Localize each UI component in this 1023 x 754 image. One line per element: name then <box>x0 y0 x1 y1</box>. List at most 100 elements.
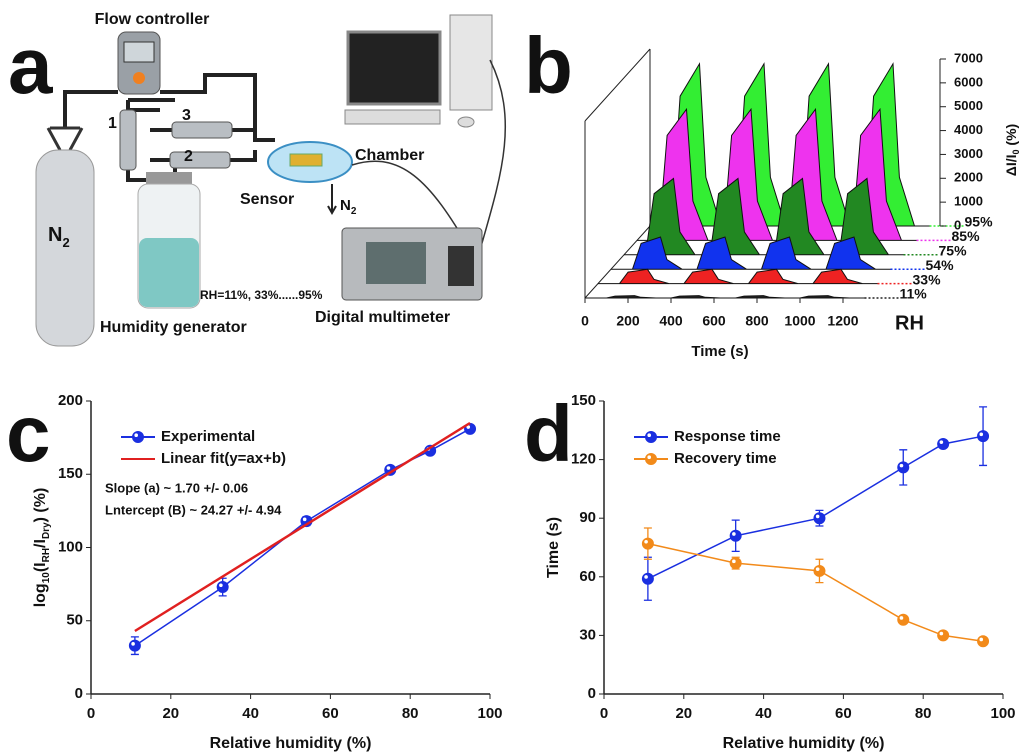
y-tick-label: 120 <box>571 451 596 468</box>
x-tick-label: 0 <box>600 705 608 722</box>
marker-highlight <box>386 466 391 470</box>
y-axis-label-part: Dry <box>41 522 52 539</box>
marker-highlight <box>644 575 648 579</box>
legend-label: 11% <box>900 286 928 302</box>
flow-controller-display <box>123 41 155 63</box>
valve <box>171 121 233 139</box>
marker <box>645 453 657 465</box>
flow-controller-knob <box>133 72 145 84</box>
y-axis-label: ΔI/I0 (%) <box>1003 124 1022 176</box>
x-tick-label: 80 <box>402 705 419 722</box>
marker-highlight <box>979 432 984 437</box>
panel-label: b <box>524 21 573 110</box>
diagram-label-part: N <box>340 197 351 214</box>
marker-highlight <box>644 539 648 544</box>
response-area <box>598 268 878 285</box>
y-axis-label: log10(IRH/IDry) (%) <box>32 488 52 608</box>
legend-label: Response time <box>674 428 781 445</box>
y-axis-label-part: 10 <box>41 572 52 584</box>
x-tick-label: 80 <box>915 705 932 722</box>
marker-highlight <box>302 517 307 522</box>
y-tick-label: 5000 <box>954 98 983 113</box>
legend-label: 75% <box>939 243 968 259</box>
panel-label: d <box>524 389 573 478</box>
marker <box>977 430 990 443</box>
marker <box>897 461 910 474</box>
diagram-label: N2 <box>48 224 70 250</box>
x-axis-label: Time (s) <box>691 343 748 360</box>
y-axis-label-part: /I <box>32 539 49 548</box>
panel-label: c <box>6 389 51 478</box>
x-axis-label: Relative humidity (%) <box>723 735 885 752</box>
mouse <box>457 116 475 128</box>
panel-label: a <box>8 21 53 110</box>
y-tick-label: 30 <box>579 626 596 643</box>
depth-label: RH <box>895 312 924 334</box>
legend-label: 54% <box>926 257 955 273</box>
x-tick-label: 0 <box>87 705 95 722</box>
multimeter-screen <box>366 242 426 284</box>
diagram-label: 1 <box>108 115 117 132</box>
annotation: Slope (a) ~ 1.70 +/- 0.06 <box>105 480 248 495</box>
diagram-label-part: 2 <box>351 206 357 217</box>
bottle-lid <box>146 172 192 184</box>
marker-highlight <box>815 514 820 519</box>
marker-highlight <box>134 433 138 438</box>
y-tick-label: 60 <box>579 568 596 585</box>
monitor <box>346 30 442 106</box>
y-tick-label: 6000 <box>954 74 983 89</box>
marker <box>729 557 742 570</box>
diagram-label-part: N <box>48 224 62 246</box>
x-tick-label: 1000 <box>784 313 815 329</box>
y-tick-label: 90 <box>579 509 596 526</box>
marker <box>641 537 654 550</box>
marker-highlight <box>939 631 944 636</box>
flow-controller-body <box>117 31 161 95</box>
diagram-label: Digital multimeter <box>315 309 450 326</box>
outlet-arrow <box>327 184 337 216</box>
series-line <box>647 542 984 643</box>
marker <box>813 564 826 577</box>
diagram-label: RH=11%, 33%......95% <box>200 288 323 302</box>
series-line <box>647 435 984 580</box>
diagram-label: N2 <box>340 197 357 217</box>
y-tick-label: 0 <box>954 217 961 232</box>
pipe <box>63 90 118 128</box>
x-tick-label: 20 <box>162 705 179 722</box>
y-tick-label: 0 <box>75 685 83 702</box>
y-tick-label: 3000 <box>954 146 983 161</box>
y-tick-label: 100 <box>58 538 83 555</box>
diagram-label-part: 2 <box>62 235 69 250</box>
y-axis-label-part: 0 <box>1011 149 1021 154</box>
y-axis-label-part: ) (%) <box>32 488 49 523</box>
x-tick-label: 60 <box>322 705 339 722</box>
marker <box>977 635 990 648</box>
marker-highlight <box>219 583 223 588</box>
diagram-label: Sensor <box>240 191 294 208</box>
marker <box>216 581 229 594</box>
y-axis-label-part: RH <box>41 548 52 562</box>
y-tick-label: 1000 <box>954 194 983 209</box>
x-tick-label: 1200 <box>827 313 858 329</box>
marker-highlight <box>979 637 984 642</box>
marker <box>897 613 910 626</box>
multimeter-jacks <box>448 246 474 286</box>
marker-highlight <box>732 559 736 564</box>
x-tick-label: 100 <box>477 705 502 722</box>
y-tick-label: 0 <box>588 685 596 702</box>
y-tick-label: 200 <box>58 392 83 409</box>
y-axis-label-part: ΔI/I <box>1003 154 1019 176</box>
x-tick-label: 800 <box>745 313 769 329</box>
x-tick-label: 100 <box>990 705 1015 722</box>
x-tick-label: 600 <box>702 313 726 329</box>
pipe <box>160 73 275 142</box>
diagram-label: Humidity generator <box>100 319 247 336</box>
y-axis-label: Time (s) <box>545 517 562 578</box>
marker-highlight <box>815 567 820 571</box>
diagram-label: Flow controller <box>95 11 210 28</box>
gas-cylinder <box>35 149 95 347</box>
annotation: Lntercept (B) ~ 24.27 +/- 4.94 <box>105 502 282 517</box>
marker-highlight <box>899 616 904 620</box>
marker <box>128 639 141 652</box>
